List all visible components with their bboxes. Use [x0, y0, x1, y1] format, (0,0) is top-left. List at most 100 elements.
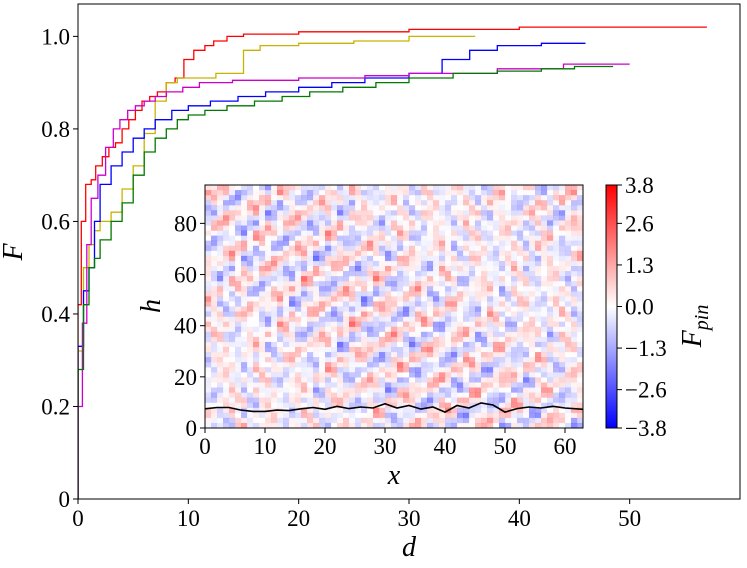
- heatmap-cell: [301, 407, 308, 414]
- heatmap-cell: [379, 185, 386, 191]
- inset-x-tick-label: 20: [314, 434, 337, 459]
- heatmap-cell: [493, 422, 500, 428]
- heatmap-cell: [361, 372, 368, 378]
- main-x-tick-label: 50: [618, 506, 641, 531]
- heatmap-cell: [253, 397, 260, 404]
- heatmap-cell: [481, 362, 488, 368]
- heatmap-cell: [457, 260, 464, 267]
- heatmap-cell: [289, 230, 296, 237]
- heatmap-cell: [433, 377, 440, 383]
- heatmap-cell: [349, 382, 356, 388]
- heatmap-cell: [421, 377, 428, 383]
- heatmap-cell: [205, 291, 212, 297]
- heatmap-cell: [343, 316, 350, 323]
- heatmap-cell: [349, 281, 356, 287]
- heatmap-cell: [373, 352, 380, 358]
- heatmap-cell: [547, 321, 554, 328]
- heatmap-cell: [223, 220, 230, 226]
- heatmap-cell: [499, 341, 506, 348]
- heatmap-cell: [571, 311, 578, 318]
- heatmap-cell: [259, 347, 266, 353]
- heatmap-cell: [403, 357, 410, 363]
- heatmap-cell: [337, 210, 344, 216]
- heatmap-cell: [559, 260, 566, 267]
- heatmap-cell: [469, 271, 476, 277]
- heatmap-cell: [481, 245, 488, 252]
- heatmap-cell: [415, 230, 422, 237]
- heatmap-cell: [355, 311, 362, 318]
- heatmap-cell: [205, 417, 212, 424]
- heatmap-cell: [283, 417, 290, 424]
- heatmap-cell: [379, 291, 386, 297]
- heatmap-cell: [235, 225, 242, 231]
- heatmap-cell: [577, 407, 583, 414]
- heatmap-cell: [235, 291, 242, 297]
- heatmap-cell: [487, 230, 494, 237]
- heatmap-cell: [565, 392, 572, 399]
- heatmap-cell: [337, 291, 344, 297]
- heatmap-cell: [355, 240, 362, 247]
- heatmap-cell: [253, 220, 260, 226]
- heatmap-cell: [325, 402, 332, 409]
- heatmap-cell: [529, 417, 536, 424]
- heatmap-cell: [463, 402, 470, 409]
- heatmap-cell: [523, 301, 530, 307]
- heatmap-cell: [451, 250, 458, 257]
- heatmap-cell: [355, 210, 362, 216]
- heatmap-cell: [361, 357, 368, 363]
- heatmap-cell: [259, 240, 266, 247]
- heatmap-cell: [205, 357, 212, 363]
- heatmap-cell: [445, 260, 452, 267]
- heatmap-cell: [367, 362, 374, 368]
- heatmap-cell: [499, 266, 506, 272]
- heatmap-cell: [565, 417, 572, 424]
- heatmap-cell: [457, 397, 464, 404]
- heatmap-cell: [517, 407, 524, 414]
- heatmap-cell: [337, 331, 344, 338]
- heatmap-cell: [571, 321, 578, 328]
- heatmap-cell: [271, 352, 278, 358]
- heatmap-cell: [325, 336, 332, 343]
- heatmap-cell: [367, 245, 374, 252]
- heatmap-cell: [385, 331, 392, 338]
- heatmap-cell: [325, 367, 332, 373]
- heatmap-cell: [343, 281, 350, 287]
- heatmap-cell: [433, 210, 440, 216]
- heatmap-cell: [283, 276, 290, 282]
- heatmap-cell: [337, 205, 344, 211]
- heatmap-cell: [541, 215, 548, 221]
- heatmap-cell: [553, 296, 560, 302]
- heatmap-cell: [253, 286, 260, 292]
- heatmap-cell: [271, 250, 278, 257]
- heatmap-cell: [469, 286, 476, 292]
- heatmap-cell: [259, 215, 266, 221]
- heatmap-cell: [301, 220, 308, 226]
- heatmap-cell: [313, 195, 320, 201]
- heatmap-cell: [427, 362, 434, 368]
- heatmap-cell: [499, 412, 506, 419]
- inset-y-tick-label: 20: [174, 365, 197, 390]
- heatmap-cell: [553, 205, 560, 211]
- heatmap-cell: [337, 382, 344, 388]
- heatmap-cell: [313, 382, 320, 388]
- heatmap-cell: [241, 301, 248, 307]
- heatmap-cell: [277, 225, 284, 231]
- heatmap-cell: [457, 286, 464, 292]
- heatmap-cell: [361, 220, 368, 226]
- heatmap-cell: [451, 321, 458, 328]
- heatmap-cell: [265, 271, 272, 277]
- heatmap-cell: [397, 341, 404, 348]
- heatmap-cell: [529, 215, 536, 221]
- heatmap-cell: [325, 306, 332, 312]
- heatmap-cell: [385, 220, 392, 226]
- heatmap-cell: [499, 362, 506, 368]
- heatmap-cell: [259, 255, 266, 262]
- heatmap-cell: [457, 215, 464, 221]
- heatmap-cell: [535, 372, 542, 378]
- heatmap-cell: [373, 326, 380, 333]
- heatmap-cell: [223, 225, 230, 231]
- heatmap-cell: [241, 200, 248, 206]
- heatmap-cell: [265, 220, 272, 226]
- heatmap-cell: [553, 347, 560, 353]
- heatmap-cell: [283, 347, 290, 353]
